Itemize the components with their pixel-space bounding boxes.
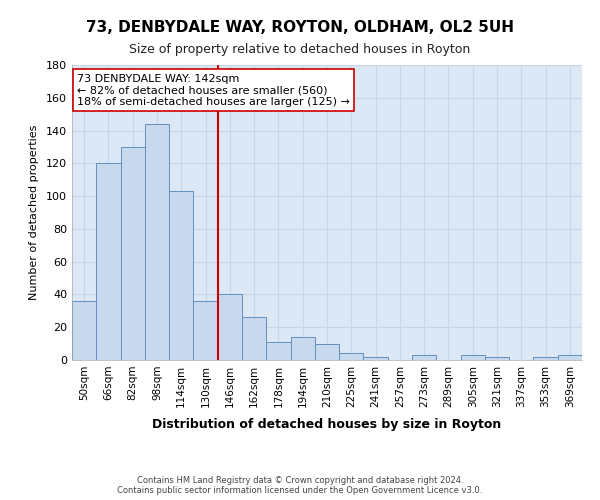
Bar — [169, 191, 193, 360]
Bar — [412, 355, 436, 360]
Bar — [121, 147, 145, 360]
Text: Contains HM Land Registry data © Crown copyright and database right 2024.
Contai: Contains HM Land Registry data © Crown c… — [118, 476, 482, 495]
Bar — [485, 356, 509, 360]
Bar — [558, 355, 582, 360]
Bar — [72, 301, 96, 360]
Bar — [290, 337, 315, 360]
Text: 73 DENBYDALE WAY: 142sqm
← 82% of detached houses are smaller (560)
18% of semi-: 73 DENBYDALE WAY: 142sqm ← 82% of detach… — [77, 74, 350, 107]
Bar — [218, 294, 242, 360]
Bar — [461, 355, 485, 360]
Bar — [533, 356, 558, 360]
Bar — [193, 301, 218, 360]
Bar — [315, 344, 339, 360]
Text: Size of property relative to detached houses in Royton: Size of property relative to detached ho… — [130, 42, 470, 56]
Bar — [266, 342, 290, 360]
Bar — [145, 124, 169, 360]
Y-axis label: Number of detached properties: Number of detached properties — [29, 125, 39, 300]
Bar — [242, 318, 266, 360]
Bar — [96, 164, 121, 360]
Text: 73, DENBYDALE WAY, ROYTON, OLDHAM, OL2 5UH: 73, DENBYDALE WAY, ROYTON, OLDHAM, OL2 5… — [86, 20, 514, 35]
Bar — [339, 354, 364, 360]
Bar — [364, 356, 388, 360]
X-axis label: Distribution of detached houses by size in Royton: Distribution of detached houses by size … — [152, 418, 502, 431]
